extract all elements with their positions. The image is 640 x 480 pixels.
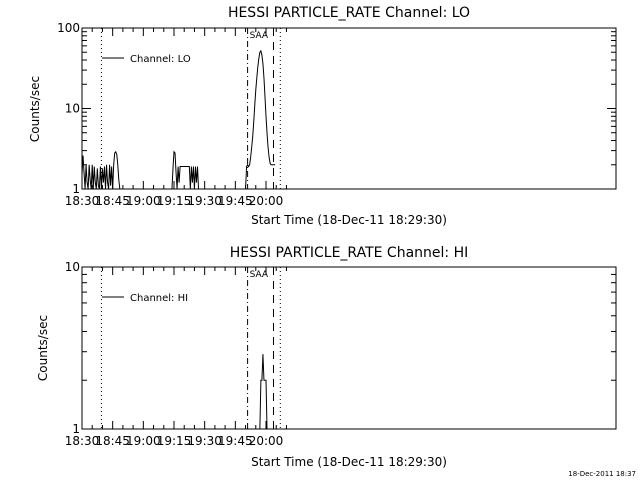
x-tick-label-lo: 19:00	[126, 194, 161, 208]
marker-label-hi: SAA	[250, 270, 269, 280]
y-axis-label-lo: Counts/sec	[28, 76, 42, 142]
panel-lo: HESSI PARTICLE_RATE Channel: LO Counts/s…	[28, 5, 617, 227]
panel-hi: HESSI PARTICLE_RATE Channel: HI Counts/s…	[36, 245, 617, 469]
x-axis-label-hi: Start Time (18-Dec-11 18:29:30)	[251, 455, 447, 469]
chart-title-lo: HESSI PARTICLE_RATE Channel: LO	[228, 5, 470, 21]
y-tick-label-lo: 100	[57, 21, 80, 35]
print-timestamp: 18-Dec-2011 18:37	[568, 470, 636, 478]
x-tick-label-hi: 20:00	[249, 434, 284, 448]
series-hi	[259, 354, 268, 430]
time-markers-lo: SAA	[100, 28, 281, 189]
legend-lo: Channel: LO	[102, 54, 191, 65]
series-lo	[81, 49, 276, 190]
series-line-hi	[259, 354, 268, 430]
x-tick-label-lo: 19:45	[218, 194, 253, 208]
x-tick-label-lo: 18:45	[95, 194, 130, 208]
y-tick-label-hi: 1	[72, 422, 80, 436]
time-markers-hi: SAA	[100, 267, 281, 429]
y-ticks-hi: 1 10	[65, 260, 616, 436]
x-tick-label-lo: 19:15	[157, 194, 192, 208]
x-tick-label-hi: 19:30	[187, 434, 222, 448]
x-tick-label-hi: 19:45	[218, 434, 253, 448]
x-tick-label-hi: 18:45	[95, 434, 130, 448]
y-tick-label-lo: 10	[65, 102, 80, 116]
legend-hi: Channel: HI	[102, 293, 188, 304]
plot-frame-hi	[81, 266, 617, 430]
x-tick-label-hi: 19:00	[126, 434, 161, 448]
chart-title-hi: HESSI PARTICLE_RATE Channel: HI	[230, 245, 468, 261]
y-tick-label-lo: 1	[72, 182, 80, 196]
marker-label-lo: SAA	[250, 31, 269, 41]
series-line-lo	[81, 49, 276, 190]
x-tick-label-lo: 18:30	[65, 194, 100, 208]
y-axis-label-hi: Counts/sec	[36, 315, 50, 381]
legend-label-hi: Channel: HI	[130, 293, 188, 304]
x-axis-label-lo: Start Time (18-Dec-11 18:29:30)	[251, 213, 447, 227]
plot-frame-lo	[81, 27, 617, 190]
y-ticks-lo: 1 10 100	[57, 21, 616, 196]
x-tick-label-lo: 19:30	[187, 194, 222, 208]
x-tick-label-lo: 20:00	[249, 194, 284, 208]
x-tick-label-hi: 19:15	[157, 434, 192, 448]
y-tick-label-hi: 10	[65, 260, 80, 274]
x-tick-label-hi: 18:30	[65, 434, 100, 448]
legend-label-lo: Channel: LO	[130, 54, 191, 65]
